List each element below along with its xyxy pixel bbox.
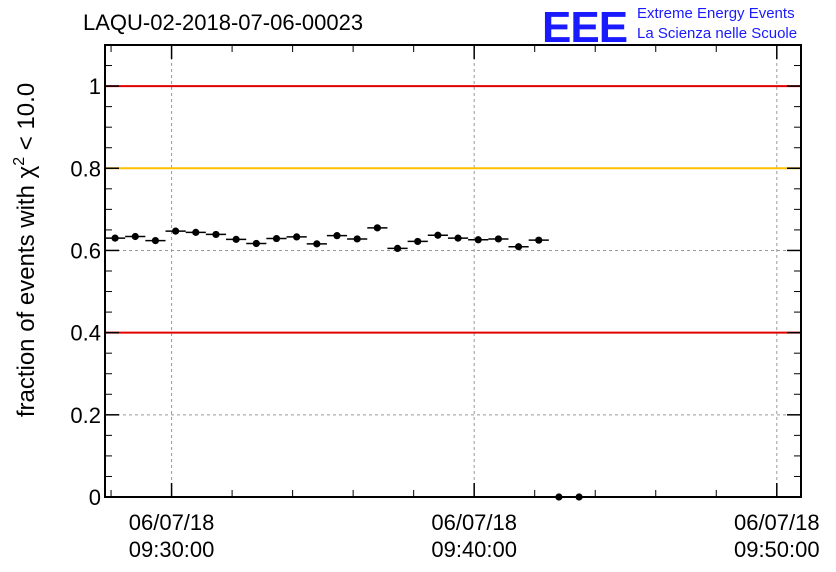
data-point — [232, 235, 240, 243]
data-point — [313, 240, 321, 248]
y-tick-label: 1 — [89, 74, 101, 99]
data-point — [293, 233, 301, 241]
y-tick-label: 0 — [89, 485, 101, 510]
y-axis: 0 0.2 0.4 0.6 0.8 1 — [70, 65, 801, 510]
data-point — [172, 227, 180, 235]
data-points — [105, 224, 590, 501]
logo-line-1: Extreme Energy Events — [637, 5, 795, 22]
data-point — [131, 232, 139, 241]
logo-eee-text: EEE — [542, 3, 627, 52]
y-tick-label: 0.8 — [70, 156, 101, 181]
x-tick-label-time: 09:30:00 — [129, 537, 215, 562]
data-point — [192, 228, 200, 236]
data-point — [333, 232, 341, 240]
x-tick-label-date: 06/07/18 — [431, 510, 517, 535]
x-tick-label-date: 06/07/18 — [734, 510, 820, 535]
plot-border — [104, 44, 802, 498]
data-point — [212, 230, 220, 239]
x-tick-label-time: 09:40:00 — [431, 537, 517, 562]
data-point — [414, 237, 422, 246]
x-tick-label-date: 06/07/18 — [129, 510, 215, 535]
logo-line-2: La Scienza nelle Scuole — [637, 25, 797, 42]
plot-frame — [104, 44, 802, 498]
data-point — [434, 231, 442, 239]
data-point — [514, 243, 523, 251]
data-point — [272, 234, 281, 243]
eee-logo: EEE Extreme Energy Events La Scienza nel… — [542, 3, 797, 52]
y-tick-label: 0.4 — [70, 321, 101, 346]
data-point — [393, 244, 402, 252]
data-point — [474, 236, 482, 244]
reference-lines — [105, 85, 801, 334]
chart-title: LAQU-02-2018-07-06-00023 — [83, 10, 363, 35]
data-point — [252, 239, 260, 248]
x-axis: 06/07/1809:30:0006/07/1809:40:0006/07/18… — [110, 45, 820, 562]
data-point — [353, 235, 361, 243]
data-point — [454, 234, 462, 242]
data-point — [535, 236, 543, 244]
y-tick-label: 0.2 — [70, 403, 101, 428]
data-point — [111, 234, 119, 242]
data-point — [494, 235, 502, 243]
data-point — [373, 224, 381, 232]
data-point — [151, 236, 160, 245]
y-tick-label: 0.6 — [70, 238, 101, 263]
y-axis-label: fraction of events with χ2 < 10.0 — [11, 83, 40, 417]
x-tick-label-time: 09:50:00 — [734, 537, 820, 562]
grid — [105, 45, 801, 497]
